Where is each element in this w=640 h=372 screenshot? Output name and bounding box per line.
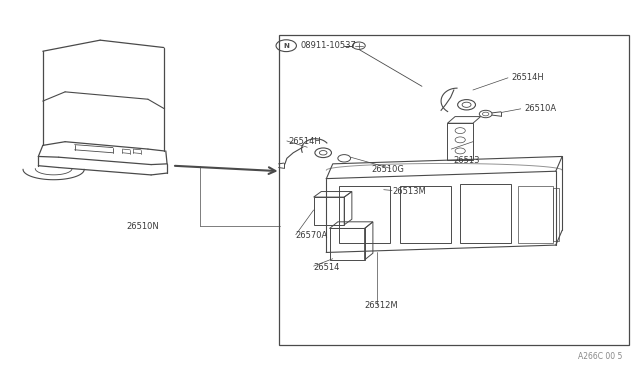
Bar: [339, 186, 390, 243]
Text: 26570A: 26570A: [296, 231, 328, 240]
Text: 26510N: 26510N: [126, 222, 159, 231]
Bar: [330, 228, 365, 260]
Text: 26512M: 26512M: [365, 301, 398, 311]
Text: 26514H: 26514H: [511, 73, 544, 81]
Bar: [518, 186, 552, 243]
Bar: [447, 123, 473, 160]
Text: 26514: 26514: [314, 263, 340, 272]
Bar: [399, 186, 451, 243]
Bar: [314, 197, 344, 225]
Bar: [278, 35, 629, 345]
Text: 08911-10537: 08911-10537: [300, 41, 356, 50]
Text: A266C 00 5: A266C 00 5: [579, 352, 623, 361]
Text: 26513: 26513: [454, 155, 480, 165]
Text: 26510G: 26510G: [371, 165, 404, 174]
Bar: [552, 188, 559, 241]
Text: 26513M: 26513M: [392, 187, 426, 196]
Bar: [460, 184, 511, 243]
Text: 26514H: 26514H: [288, 137, 321, 146]
Text: 26510A: 26510A: [524, 104, 556, 113]
Text: N: N: [284, 43, 289, 49]
